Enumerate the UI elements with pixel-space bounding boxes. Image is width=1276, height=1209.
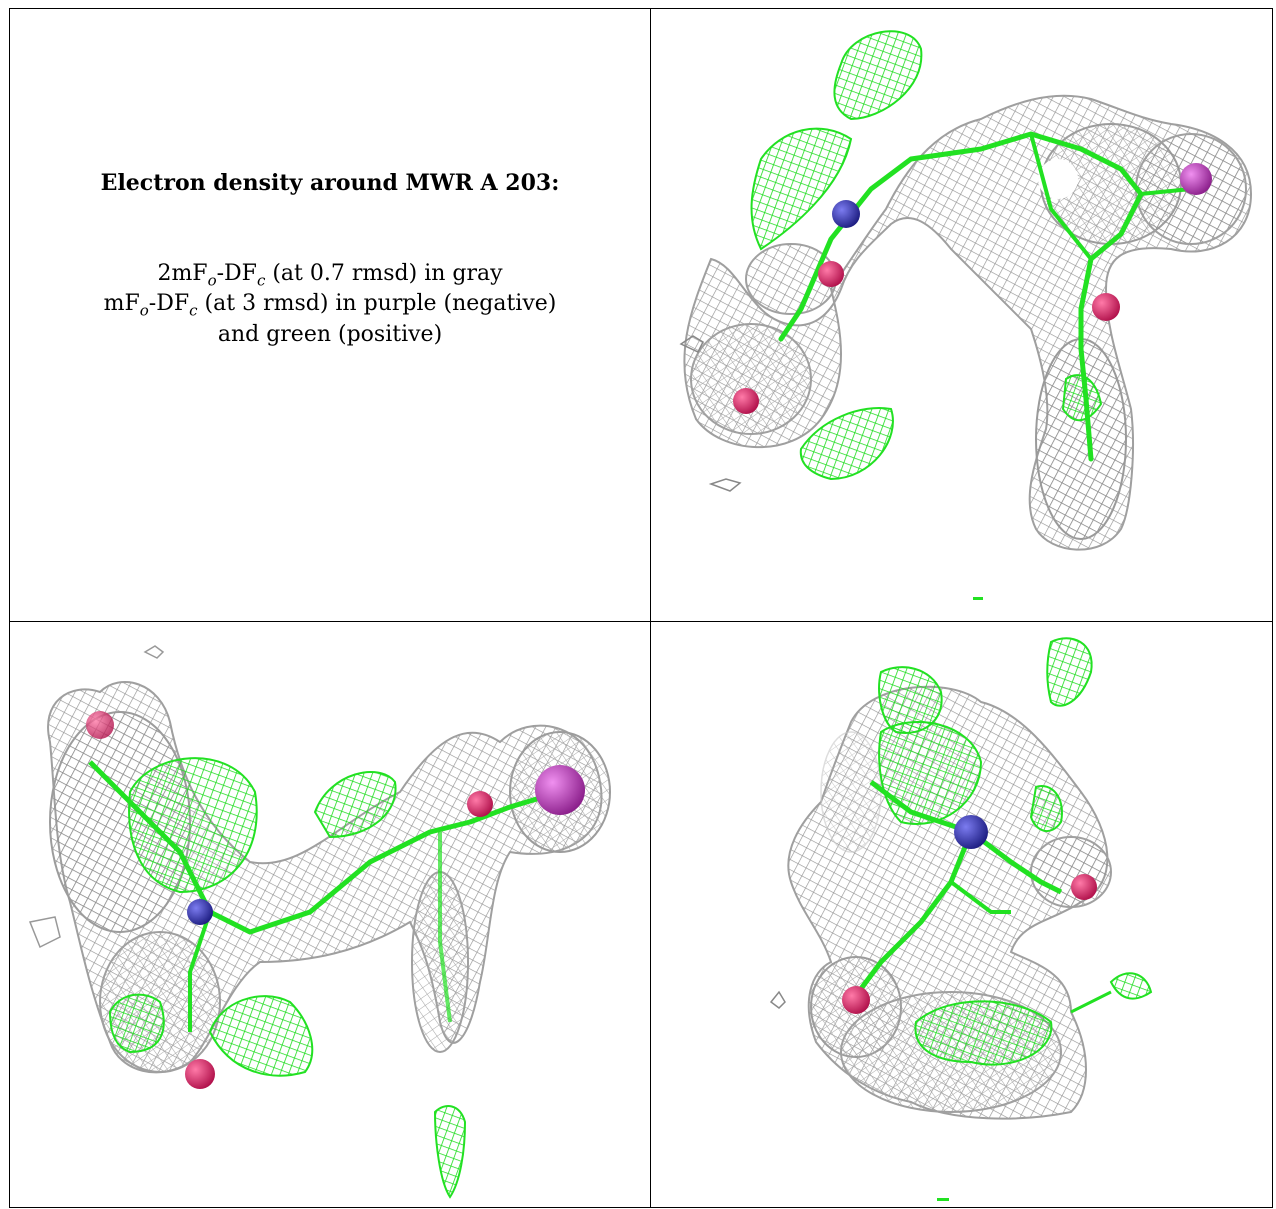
nitrogen-atom — [187, 899, 213, 925]
density-render-3 — [769, 637, 1153, 1201]
oxygen-atom — [467, 791, 493, 817]
grid-horizontal-divider — [10, 621, 1272, 622]
caption-line-2fofc: 2mFo-DFc (at 0.7 rmsd) in gray — [157, 260, 503, 289]
density-view-bottom-right — [651, 622, 1273, 1208]
oxygen-atom — [818, 261, 844, 287]
oxygen-atom — [86, 711, 114, 739]
caption-line-colors: and green (positive) — [217, 322, 443, 348]
caption-title: Electron density around MWR A 203: — [100, 170, 560, 196]
figure-grid: Electron density around MWR A 203: 2mFo-… — [9, 8, 1273, 1208]
density-render-2 — [28, 645, 611, 1199]
caption-line-fofc: mFo-DFc (at 3 rmsd) in purple (negative) — [103, 291, 557, 320]
oxygen-atom — [842, 986, 870, 1014]
nitrogen-atom — [832, 200, 860, 228]
oxygen-atom — [185, 1059, 215, 1089]
figure-caption: Electron density around MWR A 203: 2mFo-… — [10, 169, 650, 350]
density-render-1 — [679, 30, 1253, 600]
halogen-atom — [1180, 163, 1212, 195]
halogen-atom — [535, 765, 585, 815]
caption-cell: Electron density around MWR A 203: 2mFo-… — [10, 9, 650, 621]
density-view-top-right — [651, 9, 1273, 621]
oxygen-atom — [1092, 293, 1120, 321]
oxygen-atom — [1071, 874, 1097, 900]
nitrogen-atom — [954, 815, 988, 849]
oxygen-atom — [733, 388, 759, 414]
density-view-bottom-left — [10, 622, 650, 1208]
grid-vertical-divider — [650, 9, 651, 1207]
